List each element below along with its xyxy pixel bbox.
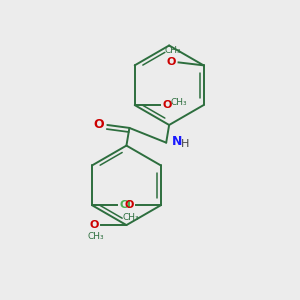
Text: CH₃: CH₃ (88, 232, 104, 242)
Text: CH₃: CH₃ (165, 46, 181, 55)
Text: H: H (181, 139, 189, 149)
Text: O: O (90, 220, 99, 230)
Text: O: O (124, 200, 134, 210)
Text: N: N (172, 135, 182, 148)
Text: O: O (162, 100, 172, 110)
Text: CH₃: CH₃ (170, 98, 187, 107)
Text: CH₃: CH₃ (122, 213, 139, 222)
Text: Cl: Cl (120, 200, 132, 210)
Text: O: O (94, 118, 104, 131)
Text: O: O (167, 57, 176, 68)
